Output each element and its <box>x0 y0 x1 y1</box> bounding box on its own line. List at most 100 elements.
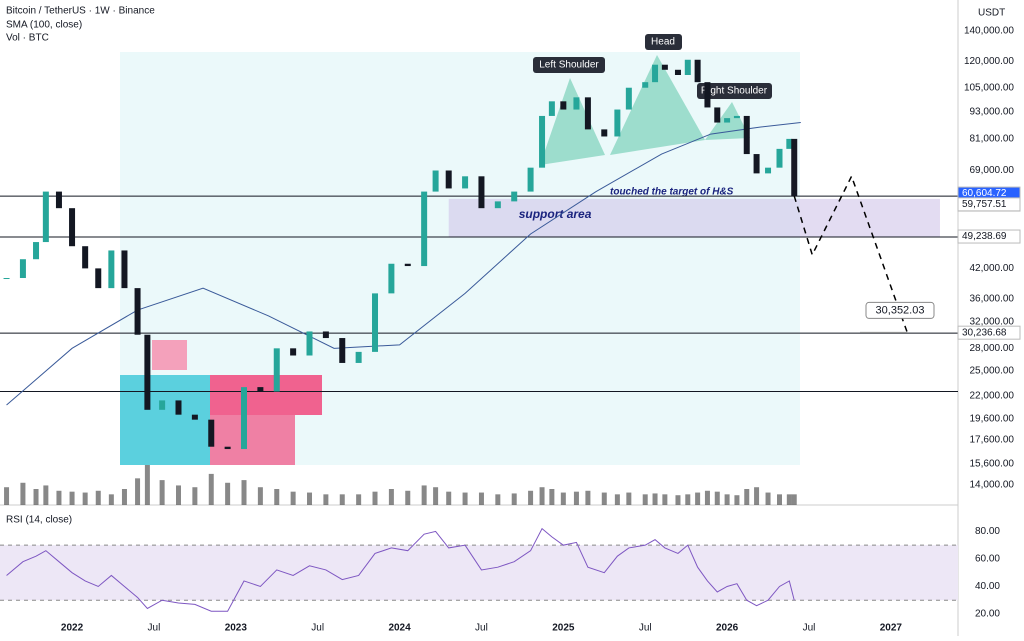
y-tick-label: 120,000.00 <box>964 56 1014 67</box>
volume-bar <box>573 491 579 505</box>
candle <box>241 387 248 450</box>
candle <box>388 263 395 294</box>
candle <box>704 82 711 108</box>
volume-bar <box>734 495 740 505</box>
level-label: 60,604.72 <box>962 188 1007 199</box>
x-tick-label: 2025 <box>552 623 575 634</box>
label-box <box>697 83 772 99</box>
candle <box>462 176 469 189</box>
candle <box>432 170 439 192</box>
volume-bar <box>69 491 75 505</box>
volume-bar <box>135 478 141 505</box>
candle <box>372 293 379 352</box>
currency: USDT <box>978 8 1005 19</box>
volume-bar <box>274 489 280 505</box>
rsi-line <box>6 527 795 612</box>
volume-bar <box>560 492 566 505</box>
target-box <box>865 301 935 319</box>
label-box <box>533 57 605 73</box>
candle <box>733 115 740 119</box>
volume-bar <box>495 494 501 505</box>
y-tick-label: 93,000.00 <box>970 106 1015 117</box>
y-tick-label: 28,000.00 <box>970 343 1015 354</box>
candle <box>494 201 501 209</box>
volume-bar <box>20 482 26 505</box>
level-box <box>957 325 1021 340</box>
x-tick-label: 2023 <box>225 623 248 634</box>
volume-bar <box>549 489 555 505</box>
volume-bar <box>601 492 607 505</box>
target-label: 30,352.03 <box>876 304 925 316</box>
candle <box>642 82 649 88</box>
y-tick-label: 15,600.00 <box>970 458 1015 469</box>
volume-bar <box>433 487 439 505</box>
candle <box>33 242 40 260</box>
level-box <box>957 229 1021 244</box>
volume-bar <box>675 495 681 505</box>
candle <box>753 154 760 174</box>
volume-bar <box>652 493 658 505</box>
candle <box>42 191 49 243</box>
volume-bar <box>33 489 39 505</box>
y-tick-label: 81,000.00 <box>970 134 1015 145</box>
x-tick-label: 2022 <box>61 623 84 634</box>
x-tick-label: Jul <box>803 623 816 634</box>
candle <box>560 101 567 110</box>
volume-bar <box>685 494 691 505</box>
support-label: support area <box>519 207 592 221</box>
volume-bar <box>56 490 62 505</box>
candle <box>306 331 313 356</box>
candle <box>19 259 26 279</box>
y-tick-label: 25,000.00 <box>970 365 1015 376</box>
y-tick-label: 140,000.00 <box>964 26 1014 37</box>
candle <box>134 288 141 335</box>
candle <box>573 97 580 110</box>
candle <box>224 446 231 450</box>
candle <box>625 87 632 110</box>
candle <box>55 191 62 209</box>
candle <box>539 115 546 168</box>
profile-block <box>120 375 210 465</box>
volume-bar <box>777 494 783 505</box>
level-label: 49,238.69 <box>962 231 1007 242</box>
volume-bar <box>257 487 263 505</box>
volume-bar <box>208 473 214 505</box>
candle <box>601 129 608 137</box>
volume-bar <box>372 491 378 505</box>
volume-bar <box>642 494 648 505</box>
left-shoulder-label: Left Shoulder <box>539 60 599 71</box>
y-tick-label: 32,000.00 <box>970 317 1015 328</box>
label-box <box>645 34 682 50</box>
sma-label: SMA (100, close) <box>6 20 82 31</box>
rsi-tick-label: 40.00 <box>975 581 1000 592</box>
volume-bar <box>121 489 127 505</box>
volume-bar <box>626 492 632 505</box>
level-label: 59,757.51 <box>962 199 1007 210</box>
y-tick-label: 105,000.00 <box>964 82 1014 93</box>
volume-bar <box>405 490 411 505</box>
shoulder-shade <box>540 78 605 165</box>
candle <box>208 419 215 447</box>
y-tick-label: 14,000.00 <box>970 480 1015 491</box>
profile-block <box>210 375 322 415</box>
candle <box>584 97 591 130</box>
volume-bar <box>225 482 231 505</box>
candle <box>652 64 659 83</box>
x-tick-label: Jul <box>148 623 161 634</box>
level-label: 30,236.68 <box>962 327 1007 338</box>
volume-bar <box>462 492 468 505</box>
volume-bar <box>82 492 88 505</box>
candle <box>765 167 772 174</box>
candle <box>548 101 555 116</box>
volume-bar <box>192 487 198 505</box>
volume-bar <box>585 490 591 505</box>
volume-bar <box>765 492 771 505</box>
sma-line <box>6 122 801 406</box>
profile-block <box>210 415 295 465</box>
candle <box>82 246 89 269</box>
volume-bar <box>446 491 452 505</box>
candle <box>404 263 411 267</box>
x-tick-label: 2027 <box>880 623 903 634</box>
volume-bar <box>323 494 329 505</box>
